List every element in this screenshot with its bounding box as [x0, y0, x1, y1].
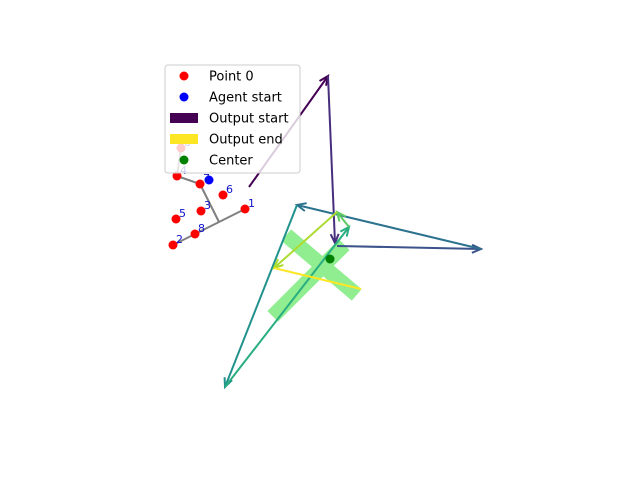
point-marker-3: [196, 206, 206, 216]
arrow-4: [224, 204, 298, 388]
point-label-2: 2: [176, 233, 183, 246]
point-marker-6: [218, 190, 228, 200]
arrow-7: [273, 211, 338, 269]
point-marker-4: [172, 171, 182, 181]
arrow-6: [336, 211, 350, 228]
legend: Point 0 Agent start Output start Output end…: [164, 64, 301, 174]
shape-region: [267, 229, 362, 322]
arrow-3: [296, 204, 482, 250]
agent-start-marker: [204, 175, 214, 185]
point-label-8: 8: [198, 222, 205, 235]
point-marker-7: [195, 179, 205, 189]
point-label-1: 1: [248, 197, 255, 210]
skeleton-line-2: [199, 183, 220, 223]
point-marker-5: [171, 214, 181, 224]
region-stroke-1: [281, 229, 362, 301]
legend-label-1: Agent start: [209, 91, 282, 106]
legend-label-0: Point 0: [209, 70, 254, 85]
legend-patch-3: [170, 134, 198, 144]
point-label-7: 7: [203, 172, 210, 185]
center-marker: [325, 254, 335, 264]
point-label-5: 5: [179, 207, 186, 220]
point-label-6: 6: [226, 183, 233, 196]
trajectory-arrows: [223, 73, 484, 390]
legend-frame: [164, 64, 301, 174]
legend-label-3: Output end: [209, 133, 283, 148]
skeleton-line-1: [218, 208, 246, 223]
arrow-8: [273, 267, 362, 290]
legend-label-4: Center: [209, 154, 253, 169]
legend-marker-4: [179, 155, 189, 165]
point-marker-1: [240, 204, 250, 214]
arrow-5: [224, 226, 350, 388]
point-marker-8: [190, 229, 200, 239]
legend-patch-2: [170, 113, 198, 123]
point-label-3: 3: [204, 199, 211, 212]
arrow-2: [336, 245, 482, 250]
legend-marker-0: [179, 71, 189, 81]
legend-marker-1: [179, 92, 189, 102]
legend-label-2: Output start: [209, 112, 289, 127]
arrowhead-1: [329, 233, 340, 246]
point-marker-2: [168, 240, 178, 250]
